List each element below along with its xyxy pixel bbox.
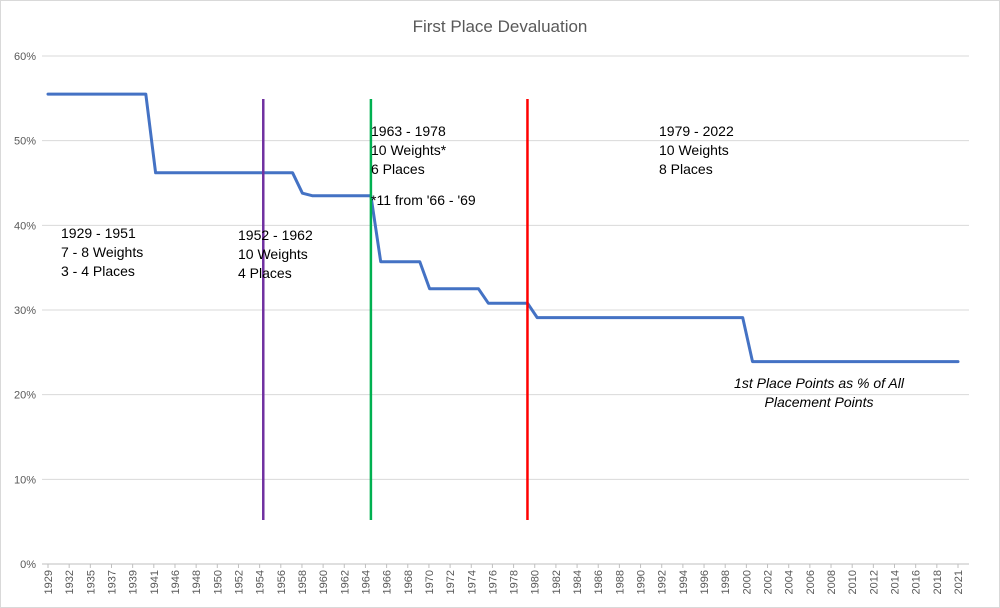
x-tick-label: 2016: [911, 570, 923, 594]
annotation-era-1979-2022: 1979 - 2022 10 Weights 8 Places: [659, 122, 734, 179]
y-tick-label: 50%: [14, 136, 36, 148]
x-tick-label: 1937: [106, 570, 118, 594]
annotation-era-1963-1978: 1963 - 1978 10 Weights* 6 Places *11 fro…: [371, 122, 476, 210]
annotation-line: 8 Places: [659, 161, 713, 177]
x-tick-label: 1968: [403, 570, 415, 594]
annotation-line: 4 Places: [238, 265, 292, 281]
x-tick-label: 1929: [43, 570, 55, 594]
annotation-line: 7 - 8 Weights: [61, 244, 144, 260]
annotation-line: 1979 - 2022: [659, 123, 734, 139]
y-tick-label: 60%: [14, 51, 36, 63]
x-tick-label: 1980: [530, 570, 542, 594]
x-tick-label: 1988: [614, 570, 626, 594]
x-tick-label: 1966: [382, 570, 394, 594]
annotation-line: 6 Places: [371, 161, 425, 177]
chart-title: First Place Devaluation: [413, 17, 588, 36]
x-tick-label: 1992: [657, 570, 669, 594]
x-tick-label: 1972: [445, 570, 457, 594]
x-tick-label: 1982: [551, 570, 563, 594]
x-tick-label: 1956: [276, 570, 288, 594]
x-tick-label: 1964: [360, 570, 372, 594]
x-tick-label: 1970: [424, 570, 436, 594]
annotation-line: 1929 - 1951: [61, 225, 136, 241]
y-tick-label: 0%: [20, 559, 36, 571]
x-tick-label: 2014: [890, 570, 902, 594]
series-label-line: Placement Points: [764, 394, 874, 410]
x-tick-label: 1932: [64, 570, 76, 594]
x-tick-label: 1984: [572, 570, 584, 594]
x-tick-label: 1960: [318, 570, 330, 594]
x-tick-label: 1978: [509, 570, 521, 594]
x-tick-label: 1986: [593, 570, 605, 594]
x-tick-label: 2012: [868, 570, 880, 594]
x-tick-label: 1948: [191, 570, 203, 594]
annotation-line: 10 Weights: [659, 142, 729, 158]
x-tick-label: 1946: [170, 570, 182, 594]
y-tick-label: 30%: [14, 305, 36, 317]
annotation-era-1952-1962: 1952 - 1962 10 Weights 4 Places: [238, 226, 313, 283]
x-tick-label: 2000: [741, 570, 753, 594]
x-tick-label: 2010: [847, 570, 859, 594]
x-tick-label: 1958: [297, 570, 309, 594]
x-tick-label: 1952: [233, 570, 245, 594]
vertical-markers: [262, 99, 529, 520]
x-tick-label: 1996: [699, 570, 711, 594]
gridlines: [42, 55, 969, 565]
x-tick-label: 2008: [826, 570, 838, 594]
series-line: [46, 92, 960, 364]
y-tick-label: 10%: [14, 474, 36, 486]
x-tick-label: 1935: [85, 570, 97, 594]
annotation-line: 3 - 4 Places: [61, 263, 135, 279]
x-tick-label: 2021: [953, 570, 965, 594]
x-tick-label: 1950: [212, 570, 224, 594]
annotation-line: 10 Weights*: [371, 142, 447, 158]
x-tick-label: 1976: [487, 570, 499, 594]
x-tick-label: 1962: [339, 570, 351, 594]
y-tick-label: 40%: [14, 220, 36, 232]
annotation-line: 10 Weights: [238, 246, 308, 262]
annotation-line: 1963 - 1978: [371, 123, 446, 139]
y-axis-ticks: 0% 10% 20% 30% 40% 50% 60%: [14, 51, 36, 571]
x-tick-label: 2004: [784, 570, 796, 594]
annotation-note: *11 from '66 - '69: [371, 192, 476, 208]
x-tick-label: 1954: [255, 570, 267, 594]
x-tick-label: 2006: [805, 570, 817, 594]
y-tick-label: 20%: [14, 390, 36, 402]
x-tick-label: 1998: [720, 570, 732, 594]
x-tick-label: 2018: [932, 570, 944, 594]
x-tick-label: 1941: [149, 570, 161, 594]
x-tick-label: 2002: [763, 570, 775, 594]
x-axis-ticks: 1929 1932 1935 1937 1939 1941 1946 1948 1950 1952…: [43, 564, 965, 594]
series-label-annotation: 1st Place Points as % of All Placement P…: [719, 374, 919, 412]
annotation-era-1929-1951: 1929 - 1951 7 - 8 Weights 3 - 4 Places: [61, 224, 143, 281]
x-tick-label: 1994: [678, 570, 690, 594]
x-tick-label: 1974: [466, 570, 478, 594]
annotation-line: 1952 - 1962: [238, 227, 313, 243]
series-label-line: 1st Place Points as % of All: [734, 375, 904, 391]
x-tick-label: 1990: [636, 570, 648, 594]
series-layer: [46, 92, 960, 364]
x-tick-label: 1939: [128, 570, 140, 594]
